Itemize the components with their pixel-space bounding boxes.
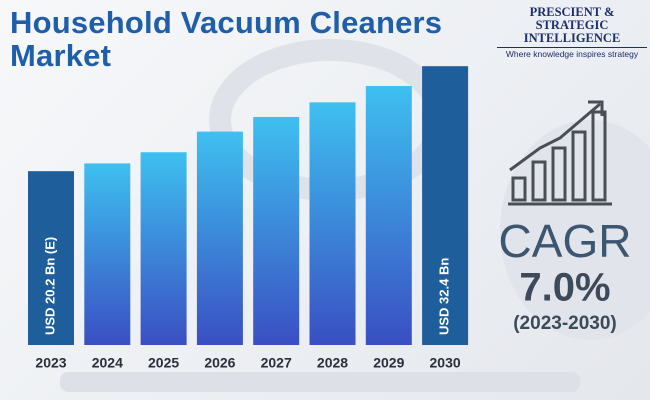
bar (253, 116, 300, 345)
bar (365, 85, 412, 346)
x-tick-label: 2028 (317, 355, 348, 371)
logo-tagline: Where knowledge inspires strategy (497, 47, 647, 59)
x-tick-label: 2024 (92, 355, 123, 371)
x-tick-label: 2025 (148, 355, 179, 371)
vacuum-head (60, 372, 580, 392)
bar (309, 102, 356, 346)
chart-title: Household Vacuum Cleaners Market (10, 5, 443, 73)
cagr-period: (2023-2030) (513, 313, 617, 334)
cagr-label: CAGR (499, 215, 632, 267)
x-tick-label: 2029 (373, 355, 404, 371)
value-label: USD 32.4 Bn (437, 258, 452, 335)
logo: PRESCIENT & STRATEGIC INTELLIGENCE Where… (497, 6, 647, 59)
value-label: USD 20.2 Bn (E) (42, 237, 57, 335)
logo-line: INTELLIGENCE (523, 31, 621, 45)
cagr-value: 7.0% (519, 266, 610, 310)
x-tick-label: 2030 (430, 355, 461, 371)
logo-line: PRESCIENT & STRATEGIC (529, 5, 615, 32)
bar (84, 163, 131, 345)
bar (196, 131, 243, 345)
bar (28, 171, 74, 345)
vacuum-body (500, 120, 650, 340)
x-tick-label: 2027 (261, 355, 292, 371)
x-tick-label: 2023 (35, 355, 66, 371)
bar (140, 152, 187, 345)
bar (422, 66, 469, 345)
x-tick-label: 2026 (204, 355, 235, 371)
growth-icon (508, 100, 612, 206)
